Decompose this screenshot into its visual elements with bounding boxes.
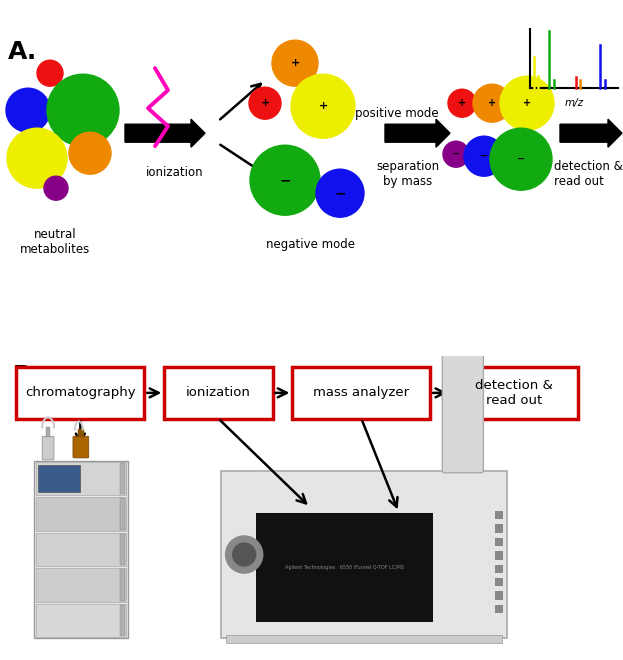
Text: separation
by mass: separation by mass <box>376 160 440 188</box>
Text: detection &
read out: detection & read out <box>475 379 553 407</box>
FancyBboxPatch shape <box>73 436 88 458</box>
Text: detection &
read out: detection & read out <box>554 160 623 188</box>
Text: +: + <box>318 101 328 111</box>
FancyBboxPatch shape <box>495 591 503 600</box>
Circle shape <box>490 128 552 190</box>
FancyBboxPatch shape <box>495 605 503 613</box>
Text: ionization: ionization <box>146 166 204 180</box>
FancyBboxPatch shape <box>120 534 125 566</box>
FancyArrow shape <box>385 119 450 147</box>
FancyBboxPatch shape <box>441 286 485 296</box>
Text: Agilent Technologies   6550 iFunnel Q-TOF LC/MS: Agilent Technologies 6550 iFunnel Q-TOF … <box>285 564 404 570</box>
Circle shape <box>44 176 68 200</box>
FancyBboxPatch shape <box>36 604 126 638</box>
FancyBboxPatch shape <box>164 367 273 418</box>
Text: +: + <box>523 98 531 108</box>
Text: negative mode: negative mode <box>265 238 354 251</box>
Circle shape <box>473 84 511 122</box>
Circle shape <box>69 132 111 174</box>
FancyBboxPatch shape <box>495 551 503 560</box>
Text: chromatography: chromatography <box>25 386 136 399</box>
Circle shape <box>37 60 63 86</box>
FancyBboxPatch shape <box>450 367 578 418</box>
Text: +: + <box>488 98 496 108</box>
Circle shape <box>249 87 281 119</box>
FancyBboxPatch shape <box>36 533 126 566</box>
Circle shape <box>6 88 50 132</box>
FancyBboxPatch shape <box>36 568 126 602</box>
FancyBboxPatch shape <box>120 463 125 494</box>
Text: B.: B. <box>12 364 40 388</box>
Text: m/z: m/z <box>564 98 584 108</box>
Text: −: − <box>334 186 346 200</box>
Text: +: + <box>260 98 270 108</box>
Circle shape <box>47 74 119 147</box>
Circle shape <box>233 543 255 566</box>
FancyBboxPatch shape <box>38 465 80 492</box>
FancyBboxPatch shape <box>495 524 503 533</box>
FancyBboxPatch shape <box>36 462 126 496</box>
Circle shape <box>272 40 318 86</box>
Circle shape <box>7 128 67 188</box>
Circle shape <box>448 89 476 117</box>
FancyBboxPatch shape <box>120 605 125 636</box>
Text: +: + <box>458 98 466 108</box>
Circle shape <box>291 74 355 138</box>
Circle shape <box>316 169 364 217</box>
Text: A.: A. <box>8 40 37 64</box>
Circle shape <box>226 536 263 573</box>
FancyBboxPatch shape <box>495 538 503 546</box>
FancyBboxPatch shape <box>495 578 503 586</box>
Text: ionization: ionization <box>186 386 251 399</box>
FancyArrow shape <box>560 119 622 147</box>
FancyBboxPatch shape <box>495 511 503 519</box>
FancyBboxPatch shape <box>495 564 503 573</box>
FancyBboxPatch shape <box>120 570 125 601</box>
FancyBboxPatch shape <box>78 430 84 437</box>
Text: positive mode: positive mode <box>355 107 439 119</box>
Text: −: − <box>517 154 525 164</box>
Circle shape <box>250 145 320 215</box>
Text: neutral
metabolites: neutral metabolites <box>20 228 90 256</box>
FancyBboxPatch shape <box>221 471 507 638</box>
FancyBboxPatch shape <box>442 293 483 473</box>
FancyBboxPatch shape <box>42 436 54 460</box>
FancyBboxPatch shape <box>46 428 50 437</box>
FancyBboxPatch shape <box>292 367 430 418</box>
Circle shape <box>464 136 504 176</box>
FancyBboxPatch shape <box>34 461 128 638</box>
Text: −: − <box>452 149 460 159</box>
Text: −: − <box>480 151 488 161</box>
Circle shape <box>500 76 554 130</box>
FancyArrow shape <box>125 119 205 147</box>
FancyBboxPatch shape <box>16 367 145 418</box>
Text: −: − <box>279 173 291 187</box>
Text: mass analyzer: mass analyzer <box>313 386 409 399</box>
FancyBboxPatch shape <box>36 498 126 531</box>
FancyBboxPatch shape <box>120 498 125 530</box>
FancyBboxPatch shape <box>226 636 502 643</box>
Text: +: + <box>290 58 300 68</box>
Circle shape <box>443 141 469 167</box>
FancyBboxPatch shape <box>255 513 433 622</box>
